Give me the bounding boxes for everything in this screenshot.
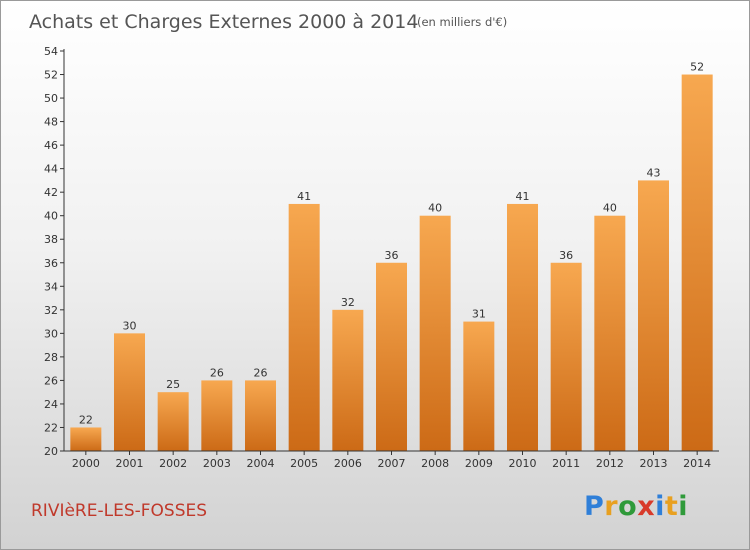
logo-letter: i (655, 491, 665, 522)
x-tick-label: 2007 (378, 457, 406, 470)
x-tick-label: 2003 (203, 457, 231, 470)
bar-value-label: 25 (166, 378, 180, 391)
bar (419, 215, 451, 451)
bar-value-label: 30 (123, 319, 137, 332)
bar (288, 203, 320, 451)
logo-letter: t (664, 491, 679, 522)
x-tick-label: 2006 (334, 457, 362, 470)
y-tick-label: 50 (44, 92, 58, 105)
x-tick-label: 2013 (640, 457, 668, 470)
bar (681, 74, 713, 451)
bar-value-label: 40 (603, 202, 617, 215)
y-tick-label: 54 (44, 45, 58, 58)
x-tick-label: 2002 (159, 457, 187, 470)
x-tick-label: 2010 (509, 457, 537, 470)
chart-subtitle: (en milliers d'€) (417, 15, 507, 29)
y-tick-label: 44 (44, 163, 58, 176)
bar-value-label: 26 (210, 366, 224, 379)
y-axis: 20 22 24 26 28 30 32 34 36 38 40 42 44 46 48 50 52 54 (44, 45, 65, 458)
x-tick-label: 2000 (72, 457, 100, 470)
bar (507, 203, 538, 451)
proxiti-logo: Proxiti (584, 491, 688, 522)
bar (376, 262, 407, 451)
bar (245, 380, 276, 451)
bar (70, 427, 102, 451)
y-tick-label: 30 (44, 327, 58, 340)
y-tick-label: 38 (44, 233, 58, 246)
location-label: RIVIèRE-LES-FOSSES (31, 501, 207, 521)
bar-value-label: 32 (341, 296, 355, 309)
bar (332, 309, 364, 451)
y-tick-label: 22 (44, 421, 58, 434)
x-tick-label: 2011 (552, 457, 580, 470)
x-tick-label: 2008 (421, 457, 449, 470)
bar-value-label: 22 (79, 413, 93, 426)
logo-letter: o (618, 491, 638, 522)
y-tick-label: 42 (44, 186, 58, 199)
y-tick-label: 32 (44, 304, 58, 317)
logo-letter: i (678, 491, 689, 522)
x-tick-label: 2012 (596, 457, 624, 470)
bar-value-label: 26 (254, 366, 268, 379)
bar-value-label: 31 (472, 308, 486, 321)
bar-value-label: 52 (690, 61, 704, 74)
bar (594, 215, 626, 451)
y-tick-label: 52 (44, 69, 58, 82)
y-tick-label: 34 (44, 280, 58, 293)
bar (114, 333, 145, 451)
x-axis: 2000 2001 2002 2003 2004 2005 2006 2007 2008 2009… (64, 450, 719, 470)
x-tick-label: 2009 (465, 457, 493, 470)
x-tick-label: 2001 (116, 457, 144, 470)
y-tick-label: 20 (44, 445, 58, 458)
logo-letter: r (604, 491, 619, 522)
logo-letter: x (637, 491, 656, 522)
y-tick-label: 28 (44, 351, 58, 364)
y-tick-label: 36 (44, 257, 58, 270)
y-tick-label: 46 (44, 139, 58, 152)
bar (157, 392, 189, 451)
bar-value-label: 36 (385, 249, 399, 262)
x-tick-label: 2005 (290, 457, 318, 470)
bar (638, 180, 669, 452)
y-tick-label: 48 (44, 116, 58, 129)
bar-value-label: 36 (559, 249, 573, 262)
y-tick-label: 40 (44, 210, 58, 223)
bar (201, 380, 233, 451)
y-tick-label: 24 (44, 398, 58, 411)
x-tick-label: 2014 (683, 457, 711, 470)
bar-value-label: 41 (516, 190, 530, 203)
bar-value-label: 40 (428, 202, 442, 215)
bar-value-label: 41 (297, 190, 311, 203)
bars: 22 30 25 26 26 41 32 36 40 31 41 36 40 43 52 (70, 61, 713, 452)
x-tick-label: 2004 (247, 457, 275, 470)
bar (550, 262, 582, 451)
logo-letter: P (584, 491, 605, 522)
chart-title: Achats et Charges Externes 2000 à 2014 (29, 11, 418, 33)
y-tick-label: 26 (44, 374, 58, 387)
bar-value-label: 43 (647, 166, 661, 179)
bar (463, 321, 495, 451)
